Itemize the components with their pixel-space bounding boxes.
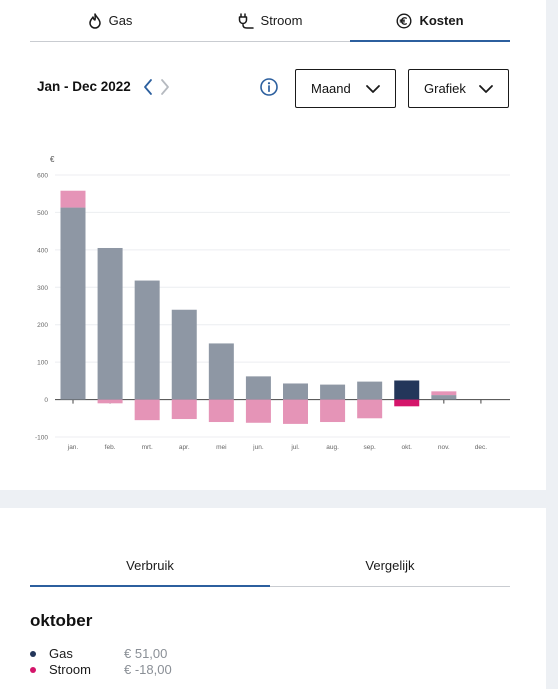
euro-circle-icon — [396, 12, 412, 29]
detail-panel — [0, 508, 546, 689]
energy-tabs: Gas Stroom Kosten — [30, 0, 510, 42]
tab-stroom[interactable]: Stroom — [190, 0, 350, 41]
legend-row-gas: Gas € 51,00 — [30, 646, 167, 661]
stroom-bar — [320, 399, 346, 423]
tab-kosten-label: Kosten — [419, 13, 464, 28]
tab-kosten[interactable]: Kosten — [350, 0, 510, 42]
x-tick-label: okt. — [402, 444, 413, 451]
view-select[interactable]: Grafiek — [408, 69, 509, 108]
legend-name: Gas — [49, 646, 73, 661]
period-label: Jan - Dec 2022 — [37, 79, 131, 94]
stroom-bar — [357, 399, 383, 419]
interval-select[interactable]: Maand — [295, 69, 396, 108]
legend-value: € -18,00 — [124, 662, 172, 677]
gas-bar — [431, 395, 457, 400]
view-select-value: Grafiek — [424, 81, 466, 96]
flame-icon — [88, 12, 102, 29]
next-period-button[interactable] — [158, 76, 172, 98]
y-tick-label: 0 — [44, 397, 48, 404]
x-tick-label: jul. — [290, 444, 300, 451]
detail-tabs: Verbruik Vergelijk — [30, 545, 510, 587]
gas-bar — [134, 280, 160, 400]
y-tick-label: 100 — [37, 360, 48, 367]
y-tick-label: 300 — [37, 285, 48, 292]
chevron-down-icon — [479, 84, 493, 93]
legend-value: € 51,00 — [124, 646, 168, 661]
previous-period-button[interactable] — [141, 76, 155, 98]
stroom-bar — [97, 399, 123, 404]
y-axis-unit: € — [50, 155, 55, 164]
chevron-right-icon — [161, 79, 169, 95]
tab-vergelijk[interactable]: Vergelijk — [365, 558, 415, 573]
x-tick-label: jan. — [67, 444, 79, 451]
cost-chart: € -100 0 100 200 300 400 500 600 jan. feb. mrt. apr… — [35, 155, 510, 451]
gas-bar — [357, 381, 383, 400]
stroom-bar — [134, 399, 160, 421]
x-tick-label: mrt. — [142, 444, 153, 451]
tab-stroom-label: Stroom — [260, 13, 303, 28]
x-tick-label: mei — [216, 444, 226, 451]
y-tick-label: 500 — [37, 210, 48, 217]
gas-bar — [171, 309, 197, 400]
x-tick-label: feb. — [105, 444, 116, 451]
gas-bar — [245, 376, 271, 400]
info-button[interactable] — [259, 77, 279, 97]
x-tick-label: apr. — [179, 444, 190, 451]
interval-select-value: Maand — [311, 81, 351, 96]
stroom-bar — [60, 190, 86, 208]
info-icon — [260, 78, 278, 96]
x-tick-label: jun. — [252, 444, 264, 451]
x-tick-label: aug. — [326, 444, 339, 451]
stroom-bar — [171, 399, 197, 420]
selected-month-title: oktober — [30, 611, 93, 630]
tab-gas-label: Gas — [108, 13, 133, 28]
x-tick-label: nov. — [438, 444, 450, 451]
tab-verbruik[interactable]: Verbruik — [30, 545, 270, 587]
y-tick-label: 200 — [37, 322, 48, 329]
chevron-down-icon — [366, 84, 380, 93]
stroom-bar — [394, 399, 420, 407]
x-tick-label: sep. — [364, 444, 376, 451]
y-tick-label: -100 — [35, 435, 48, 442]
stroom-bar — [245, 399, 271, 423]
gas-bar — [320, 384, 346, 400]
gas-bar — [394, 380, 420, 400]
stroom-bar — [431, 391, 457, 396]
tab-gas[interactable]: Gas — [30, 0, 190, 41]
stroom-bar — [208, 399, 234, 423]
stroom-dot-icon — [30, 666, 36, 673]
plug-icon — [238, 12, 254, 29]
y-tick-label: 400 — [37, 247, 48, 254]
gas-dot-icon — [30, 650, 36, 657]
legend-name: Stroom — [49, 662, 91, 677]
gas-bar — [208, 343, 234, 400]
stroom-bar — [283, 399, 308, 424]
gas-bar — [97, 247, 123, 400]
y-tick-label: 600 — [37, 173, 48, 180]
legend-row-stroom: Stroom € -18,00 — [30, 662, 172, 677]
gas-bar — [283, 383, 308, 400]
gas-bar — [60, 207, 86, 400]
x-tick-label: dec. — [475, 444, 487, 451]
chevron-left-icon — [144, 79, 152, 95]
